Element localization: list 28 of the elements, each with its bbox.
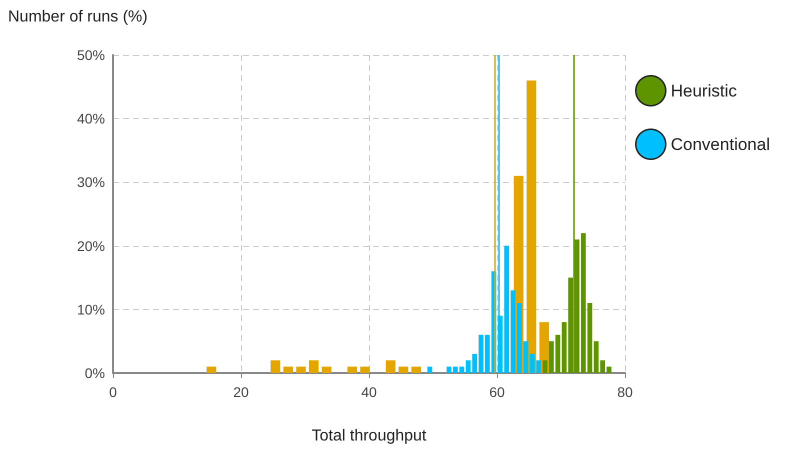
bar	[206, 366, 216, 373]
y-axis-title: Number of runs (%)	[8, 8, 148, 26]
x-tick-label: 0	[109, 384, 118, 400]
bar	[309, 360, 319, 373]
x-axis-title: Total throughput	[312, 428, 427, 444]
bar	[411, 366, 421, 373]
bar	[270, 360, 280, 373]
legend-label: Heuristic	[670, 81, 738, 100]
bar	[347, 366, 357, 373]
x-tick-label: 20	[233, 384, 249, 400]
legend-label: Conventional	[670, 134, 770, 154]
bar	[360, 366, 370, 373]
bar	[427, 366, 432, 373]
y-tick-label: 50%	[76, 47, 105, 63]
bar	[322, 366, 332, 373]
x-tick-label: 60	[489, 384, 505, 400]
x-tick-label: 40	[361, 384, 377, 400]
y-tick-label: 0%	[84, 365, 105, 381]
bar	[386, 360, 396, 373]
bar	[398, 366, 408, 373]
x-tick-label: 80	[617, 384, 633, 400]
bar	[296, 366, 306, 373]
y-tick-label: 10%	[76, 301, 105, 318]
y-tick-label: 40%	[76, 110, 105, 127]
bar	[526, 80, 536, 373]
bar	[283, 366, 293, 373]
y-tick-label: 20%	[76, 238, 105, 254]
y-tick-label: 30%	[76, 174, 105, 190]
